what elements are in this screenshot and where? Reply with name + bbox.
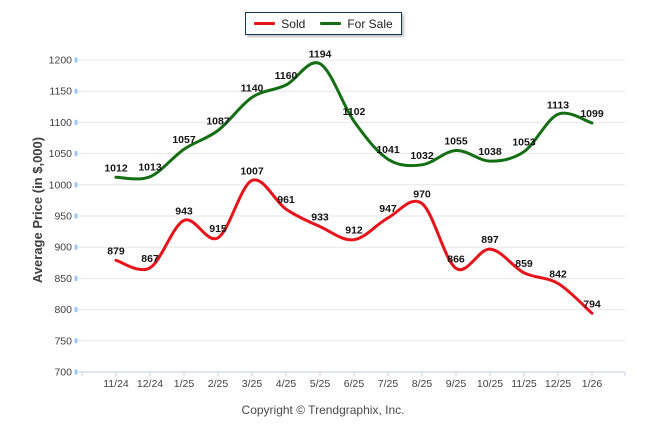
for-sale-point-label: 1012 <box>104 162 128 174</box>
y-axis-tick-label: 700 <box>54 367 72 379</box>
x-axis-tick-label: 11/24 <box>103 378 129 390</box>
for-sale-point-label: 1102 <box>343 106 366 118</box>
x-axis-tick-label: 7/25 <box>378 378 399 390</box>
x-axis-tick-label: 10/25 <box>477 378 503 390</box>
chart-legend: Sold For Sale <box>245 12 402 35</box>
for-sale-point-label: 1038 <box>478 146 502 158</box>
sold-point-label: 1007 <box>240 165 264 177</box>
sold-point-label: 897 <box>481 234 499 246</box>
for-sale-point-label: 1041 <box>376 144 400 156</box>
sold-point-label: 842 <box>549 268 567 280</box>
y-axis-title: Average Price (in $,000) <box>30 137 45 283</box>
x-axis-tick-label: 12/24 <box>137 378 163 390</box>
sold-series-line <box>114 178 594 315</box>
x-axis-tick-label: 1/26 <box>582 378 603 390</box>
for-sale-point-label: 1032 <box>410 150 434 162</box>
y-axis-tick-label: 850 <box>54 273 72 285</box>
sold-line-swatch <box>254 22 276 25</box>
y-axis-tick-label: 800 <box>54 304 72 316</box>
y-axis-tick-label: 1050 <box>49 148 73 160</box>
sold-point-label: 970 <box>413 189 431 201</box>
for-sale-point-label: 1055 <box>444 135 468 147</box>
for-sale-point-label: 1053 <box>512 137 536 149</box>
x-axis-tick-label: 11/25 <box>511 378 537 390</box>
sold-point-label: 961 <box>277 194 295 206</box>
for-sale-point-label: 1113 <box>547 99 569 111</box>
for-sale-series-line <box>114 61 594 181</box>
for-sale-point-label: 1160 <box>275 70 298 82</box>
for-sale-point-label: 1099 <box>580 108 604 120</box>
legend-item-for-sale: For Sale <box>320 16 393 31</box>
x-axis-tick-label: 5/25 <box>310 378 331 390</box>
x-axis-tick-label: 4/25 <box>276 378 297 390</box>
sold-point-label: 867 <box>141 253 159 265</box>
y-axis-tick-label: 900 <box>54 242 72 254</box>
sold-point-label: 866 <box>447 253 465 265</box>
y-axis-tick-label: 1100 <box>49 117 72 129</box>
legend-label-for-sale: For Sale <box>347 16 393 31</box>
sold-point-label: 947 <box>379 203 397 215</box>
x-axis-tick-label: 6/25 <box>344 378 365 390</box>
for-sale-point-label: 1057 <box>172 134 196 146</box>
sold-point-label: 933 <box>311 212 329 224</box>
for-sale-point-label: 1194 <box>309 49 332 61</box>
sold-point-label: 943 <box>175 205 193 217</box>
for-sale-point-label: 1140 <box>241 82 264 94</box>
legend-label-sold: Sold <box>281 16 306 31</box>
x-axis-tick-label: 8/25 <box>412 378 433 390</box>
for-sale-point-label: 1087 <box>206 116 230 128</box>
price-line-chart: 700 750 800 850 900 950 1000 1050 1100 1150 1200 11… <box>30 49 626 390</box>
sold-point-label: 859 <box>515 258 533 270</box>
legend-item-sold: Sold <box>254 18 305 30</box>
copyright-text: Copyright © Trendgraphix, Inc. <box>241 403 405 417</box>
y-axis-tick-label: 1150 <box>49 86 72 98</box>
sold-point-label: 915 <box>209 223 227 235</box>
x-axis-tick-label: 1/25 <box>174 378 195 390</box>
x-axis-tick-label: 9/25 <box>446 378 467 390</box>
sold-point-label: 794 <box>583 298 601 310</box>
y-axis-tick-label: 1000 <box>49 179 73 191</box>
y-axis-tick-label: 950 <box>54 211 72 223</box>
for-sale-line-swatch <box>320 22 342 25</box>
sold-point-label: 912 <box>345 225 363 237</box>
for-sale-point-label: 1013 <box>138 162 162 174</box>
x-axis-tick-label: 3/25 <box>242 378 263 390</box>
x-axis-tick-label: 2/25 <box>208 378 229 390</box>
sold-point-label: 879 <box>107 245 125 257</box>
y-axis-tick-label: 1200 <box>49 55 73 67</box>
y-axis-tick-label: 750 <box>54 335 72 347</box>
x-axis-tick-label: 12/25 <box>545 378 571 390</box>
